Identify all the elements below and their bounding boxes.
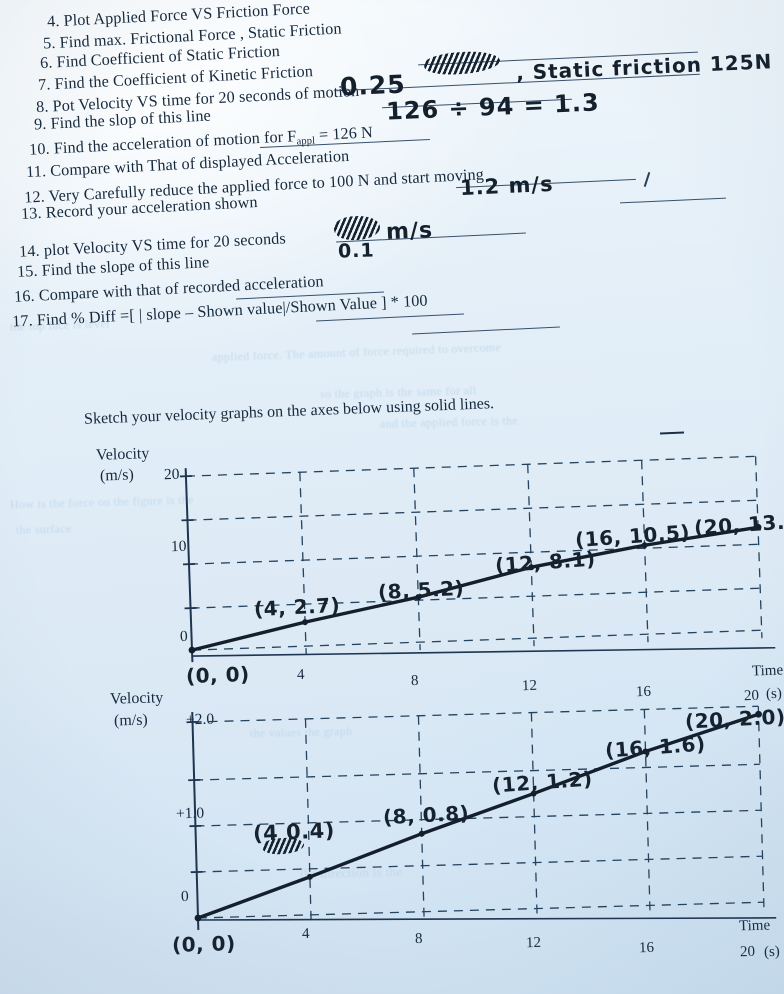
question-number: 5. xyxy=(42,33,56,53)
answer-rule xyxy=(620,197,726,204)
graph2-xlabel-time: Time xyxy=(738,917,771,935)
recorded-acceleration-answer: m/s xyxy=(385,217,434,246)
question-list: 4. Plot Applied Force VS Friction Force … xyxy=(0,0,784,350)
answer-rule xyxy=(412,326,560,335)
graph2-xtick-12: 12 xyxy=(525,934,542,952)
graph1-gridline-v xyxy=(299,472,307,655)
graph2-data-point xyxy=(755,710,762,718)
graph2-xlabel-unit: (s) xyxy=(763,943,781,961)
question-number: 17. xyxy=(11,311,34,331)
graph2-xtick-8: 8 xyxy=(414,930,423,948)
graph2-data-point xyxy=(642,748,649,755)
graph2-xtick-4: 4 xyxy=(301,925,310,943)
sketch-instruction: Sketch your velocity graphs on the axes … xyxy=(83,395,495,428)
graph1-point-label-2: (8, 5.2) xyxy=(377,575,465,605)
question-number: 6. xyxy=(39,53,53,73)
graph1-data-line xyxy=(190,525,760,652)
graph1-gridline-h xyxy=(188,543,759,565)
graph1-point-label-1: (4, 2.7) xyxy=(253,592,341,622)
graph2-point-label-5: (20, 2.0) xyxy=(684,704,784,734)
question-number: 15. xyxy=(16,261,39,281)
graph2-gridline-h xyxy=(195,809,762,827)
graph1-data-point xyxy=(415,594,422,601)
graph2-gridline-h xyxy=(192,705,759,723)
graph1-gridline-v xyxy=(754,456,763,639)
graph1-x-axis xyxy=(192,646,776,657)
legend-dash-icon xyxy=(659,431,685,435)
question-number: 10. xyxy=(28,139,51,159)
question-number: 7. xyxy=(37,75,51,94)
graph2-data-point xyxy=(418,830,425,837)
velocity-time-graph-1: Velocity (m/s) 20 10 0 xyxy=(0,438,784,704)
question-number: 9. xyxy=(33,114,47,134)
graph2-data-point xyxy=(306,873,313,880)
graph2-gridline-v xyxy=(417,715,425,920)
graph1-canvas xyxy=(179,455,776,663)
graph1-gridline-v xyxy=(527,464,535,647)
graph1-gridline-v xyxy=(641,460,649,643)
graph1-gridline-v xyxy=(413,468,421,651)
question-number: 4. xyxy=(46,12,60,31)
graph1-data-point xyxy=(188,646,196,654)
graph1-data-point xyxy=(302,619,309,626)
graph2-y-axis xyxy=(191,712,200,931)
graph2-canvas xyxy=(186,705,777,931)
graph1-xtick-4: 4 xyxy=(296,666,305,684)
graph2-point-label-2: (8, 0.8) xyxy=(382,800,470,830)
graph1-xlabel-time: Time xyxy=(751,662,784,680)
graph2-gridline-h xyxy=(197,901,764,919)
graph2-xtick-20: 20 xyxy=(739,943,756,961)
graph1-gridline-h xyxy=(191,629,762,651)
graph1-gridline-h xyxy=(185,455,756,477)
graph1-y-axis xyxy=(184,468,194,663)
graph2-point-label-0: (0, 0) xyxy=(171,931,237,957)
velocity-time-graph-2: Velocity (m/s) +2.0 +1.0 0 xyxy=(0,689,784,961)
graph1-gridline-h xyxy=(187,499,758,521)
graph2-data-line xyxy=(196,712,761,920)
question-number: 14. xyxy=(18,241,41,261)
graph1-xtick-8: 8 xyxy=(410,672,419,690)
graph2-data-point xyxy=(530,790,537,797)
graph2-gridline-v xyxy=(643,709,651,914)
question-number: 16. xyxy=(13,286,36,306)
recorded-acceleration-correction: 0.1 xyxy=(337,239,376,263)
graph1-data-point xyxy=(641,542,648,549)
question-number: 13. xyxy=(20,203,43,223)
graph2-xtick-16: 16 xyxy=(638,939,655,957)
graph2-gridline-h xyxy=(196,855,763,873)
graph2-gridline-h xyxy=(194,763,760,781)
displayed-acceleration-answer: 1.2 m/s xyxy=(459,171,555,201)
graph1-data-point xyxy=(528,564,535,571)
graph2-gridline-v xyxy=(304,718,312,923)
graph2-gridline-v xyxy=(530,712,538,917)
graph2-x-axis xyxy=(198,917,777,921)
graph2-data-point xyxy=(194,914,202,922)
question-number: 11. xyxy=(25,162,47,182)
graph2-gridline-v xyxy=(757,706,765,911)
question-number: 8. xyxy=(35,97,49,117)
graph1-data-point xyxy=(754,523,762,531)
graph1-point-label-0: (0, 0) xyxy=(185,661,251,689)
